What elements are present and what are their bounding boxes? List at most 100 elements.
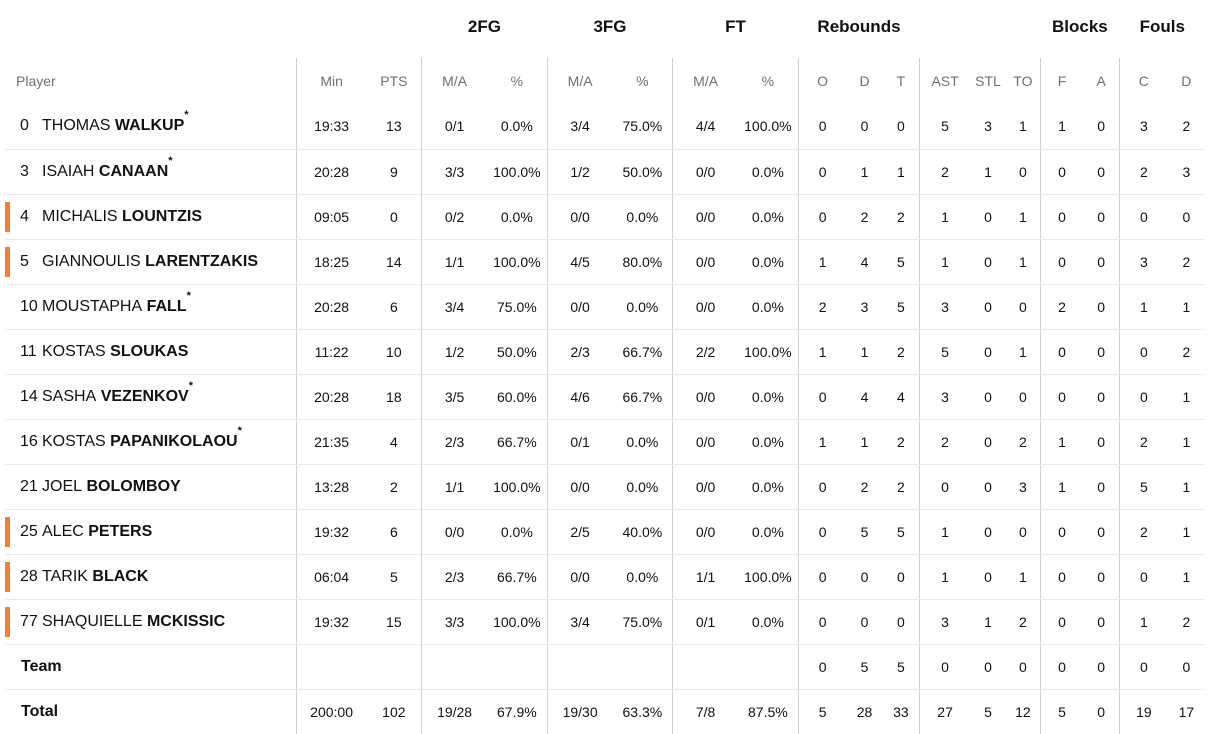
min-cell: 13:28 [295, 464, 367, 510]
player-first-name: ISAIAH [42, 162, 95, 180]
player-name-cell[interactable]: 21 JOEL BOLOMBOY [5, 464, 297, 510]
reb-t-cell: 4 [882, 374, 920, 420]
fg3-pct-cell: 0.0% [612, 419, 673, 465]
player-row[interactable]: 25 ALEC PETERS 19:32 6 0/0 0.0% 2/5 40.0% 0/0 0.0… [5, 509, 1205, 555]
stl-cell: 5 [984, 703, 992, 720]
player-first-name: KOSTAS [42, 342, 106, 360]
player-row[interactable]: 28 TARIK BLACK 06:04 5 2/3 66.7% 0/0 0.0% 1/1 100… [5, 554, 1205, 600]
blk-a-cell: 0 [1083, 644, 1120, 690]
reb-o-cell: 5 [797, 689, 847, 734]
foul-d-cell: 2 [1167, 239, 1205, 285]
foul-c-cell: 0 [1119, 194, 1168, 240]
min-cell: 18:25 [295, 239, 367, 285]
min-cell: 11:22 [295, 329, 367, 375]
blk-f-cell: 0 [1039, 509, 1084, 555]
player-row[interactable]: 21 JOEL BOLOMBOY 13:28 2 1/1 100.0% 0/0 0.0% 0/0… [5, 464, 1205, 510]
foul-c-cell: 19 [1119, 689, 1168, 734]
ast-cell: 3 [919, 374, 970, 420]
blk-f-cell: 0 [1039, 239, 1084, 285]
ft-ma-cell: 0/0 [672, 509, 738, 555]
stl-cell: 0 [969, 329, 1007, 375]
player-row[interactable]: 77 SHAQUIELLE MCKISSIC 19:32 15 3/3 100.0% 3/4… [5, 599, 1205, 645]
stl-cell: 0 [969, 464, 1007, 510]
player-last-name: FALL [146, 297, 187, 315]
min-cell: 20:28 [295, 374, 367, 420]
blk-a-cell: 0 [1083, 239, 1120, 285]
ft-pct-cell [738, 644, 799, 690]
foul-c-cell: 1 [1119, 599, 1168, 645]
player-number: 0 [20, 117, 29, 135]
reb-o-cell: 0 [797, 149, 847, 195]
reb-t-cell: 5 [882, 644, 920, 690]
player-row[interactable]: 11 KOSTAS SLOUKAS 11:22 10 1/2 50.0% 2/3 66.7% 2… [5, 329, 1205, 375]
reb-t-cell: 2 [882, 464, 920, 510]
player-last-name: WALKUP [114, 117, 185, 135]
fg3-ma-cell [546, 644, 613, 690]
col-2fg-ma: M/A [421, 58, 487, 104]
ft-pct-cell: 0.0% [738, 599, 799, 645]
ast-cell: 0 [919, 644, 970, 690]
foul-c-cell: 3 [1119, 239, 1168, 285]
player-first-name: JOEL [42, 477, 83, 495]
fg2-ma-cell: 3/4 [421, 284, 487, 330]
fg3-ma-cell: 1/2 [546, 149, 613, 195]
ft-ma-cell: 1/1 [672, 554, 738, 600]
player-name-cell[interactable]: 5 GIANNOULIS LARENTZAKIS [5, 239, 297, 285]
blk-a-cell: 0 [1083, 149, 1120, 195]
player-row[interactable]: 0 THOMAS WALKUP* 19:33 13 0/1 0.0% 3/4 75.0% 4/4… [5, 104, 1205, 150]
col-reb-d: D [859, 73, 870, 89]
min-cell: 20:28 [295, 149, 367, 195]
reb-t-cell: 1 [882, 149, 920, 195]
blk-a-cell: 0 [1083, 509, 1120, 555]
fg3-pct-cell: 63.3% [622, 703, 663, 720]
ft-pct-cell: 0.0% [738, 374, 799, 420]
pts-cell: 0 [366, 194, 422, 240]
player-name-cell[interactable]: 0 THOMAS WALKUP* [5, 104, 297, 150]
player-name-cell[interactable]: 77 SHAQUIELLE MCKISSIC [5, 599, 297, 645]
player-row[interactable]: 3 ISAIAH CANAAN* 20:28 9 3/3 100.0% 1/2 50.0% 0/… [5, 149, 1205, 195]
player-name-cell[interactable]: 25 ALEC PETERS [5, 509, 297, 555]
bench-indicator-bar [5, 427, 10, 457]
box-score-body: 0 THOMAS WALKUP* 19:33 13 0/1 0.0% 3/4 75.0% 4/4… [5, 104, 1205, 734]
player-name-cell[interactable]: 4 MICHALIS LOUNTZIS [5, 194, 297, 240]
foul-c-cell: 0 [1119, 329, 1168, 375]
ast-cell: 1 [919, 239, 970, 285]
ast-cell: 2 [919, 419, 970, 465]
player-first-name: SHAQUIELLE [42, 612, 143, 630]
reb-t-cell: 0 [882, 599, 920, 645]
player-row[interactable]: 16 KOSTAS PAPANIKOLAOU* 21:35 4 2/3 66.7% 0/1 0… [5, 419, 1205, 465]
bench-indicator-bar [5, 201, 10, 232]
player-name-cell[interactable]: 11 KOSTAS SLOUKAS [5, 329, 297, 375]
player-name-cell[interactable]: 3 ISAIAH CANAAN* [5, 149, 297, 195]
player-name-cell[interactable]: 10 MOUSTAPHA FALL* [5, 284, 297, 330]
player-name-cell[interactable]: 14 SASHA VEZENKOV* [5, 374, 297, 420]
player-row[interactable]: 5 GIANNOULIS LARENTZAKIS 18:25 14 1/1 100.0% 4… [5, 239, 1205, 285]
foul-d-cell: 1 [1167, 374, 1205, 420]
fg3-pct-cell: 50.0% [612, 149, 673, 195]
ft-ma-cell: 0/1 [672, 599, 738, 645]
blk-a-cell: 0 [1083, 464, 1120, 510]
fg2-ma-cell: 3/5 [421, 374, 487, 420]
fg3-pct-cell: 80.0% [612, 239, 673, 285]
blk-f-cell: 5 [1039, 689, 1084, 734]
player-row[interactable]: 14 SASHA VEZENKOV* 20:28 18 3/5 60.0% 4/6 66.7%… [5, 374, 1205, 420]
to-cell: 2 [1006, 599, 1041, 645]
player-row[interactable]: 10 MOUSTAPHA FALL* 20:28 6 3/4 75.0% 0/0 0.0% 0/… [5, 284, 1205, 330]
blk-a-cell: 0 [1083, 284, 1120, 330]
reb-t-cell: 33 [893, 703, 909, 720]
blk-f-cell: 0 [1039, 644, 1084, 690]
foul-c-cell: 5 [1119, 464, 1168, 510]
foul-c-cell: 0 [1119, 374, 1168, 420]
ft-ma-cell: 0/0 [672, 149, 738, 195]
player-last-name: MCKISSIC [146, 612, 226, 630]
foul-d-cell: 1 [1167, 554, 1205, 600]
player-row[interactable]: 4 MICHALIS LOUNTZIS 09:05 0 0/2 0.0% 0/0 0.0% 0/… [5, 194, 1205, 240]
foul-d-cell: 0 [1167, 644, 1205, 690]
fg3-ma-cell: 2/3 [546, 329, 613, 375]
fg3-pct-cell: 0.0% [612, 284, 673, 330]
starter-asterisk: * [184, 109, 189, 122]
player-first-name: THOMAS [42, 117, 111, 135]
player-name-cell[interactable]: 28 TARIK BLACK [5, 554, 297, 600]
player-name-cell[interactable]: 16 KOSTAS PAPANIKOLAOU* [5, 419, 297, 465]
min-cell: 200:00 [295, 689, 367, 734]
